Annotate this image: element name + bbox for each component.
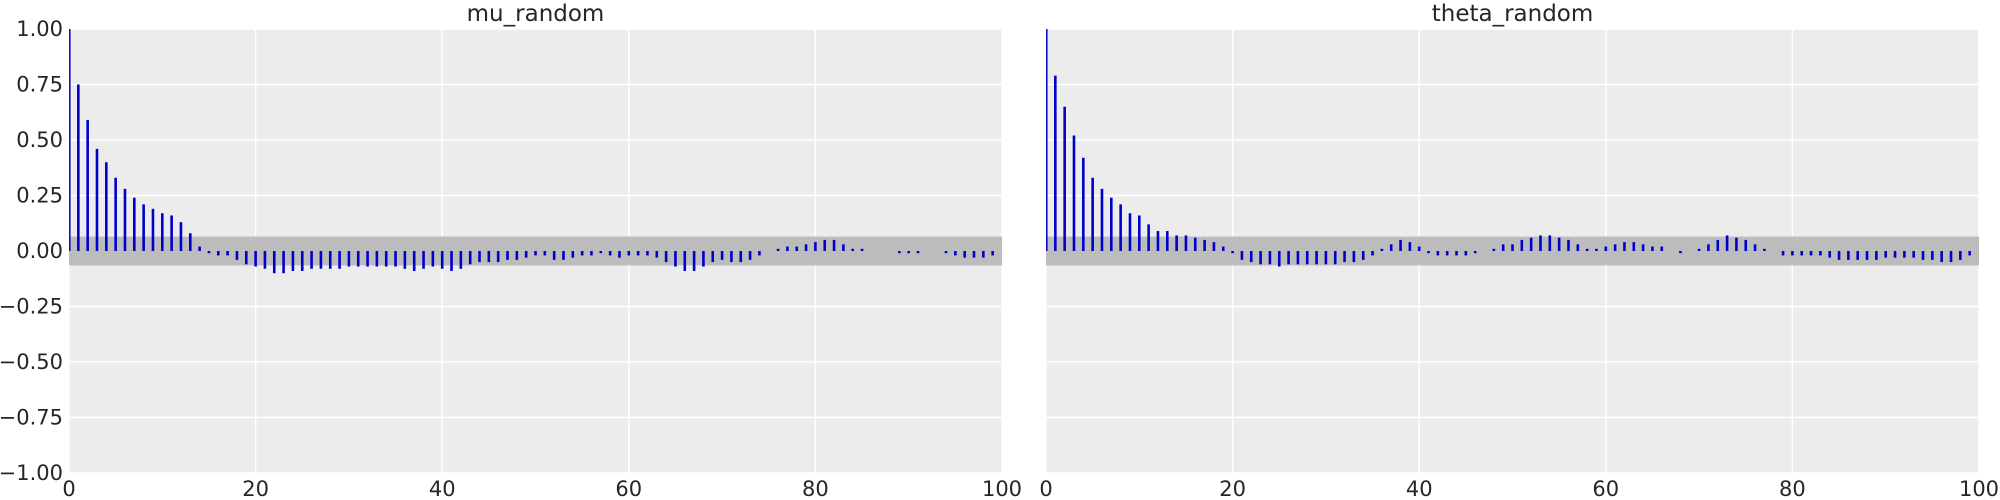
x-tick-label: 80 [1779,477,1806,500]
x-tick-label: 60 [615,477,642,500]
x-tick-label: 60 [1592,477,1619,500]
panel-mu-random: mu_random 0 20 40 60 80 100 −1.00 −0.75 −0.50 −0.2… [0,1,1022,500]
x-tick-label: 0 [62,477,75,500]
chart-title: theta_random [1432,1,1594,27]
chart-title: mu_random [467,1,605,27]
x-tick-label: 20 [242,477,269,500]
y-tick-label: 0.75 [16,73,63,97]
x-tick-label: 100 [1959,477,1999,500]
y-tick-label: 0.50 [16,128,63,152]
y-tick-label: −0.25 [0,295,63,319]
x-tick-label: 100 [982,477,1022,500]
panel-theta-random: theta_random 0 20 40 60 80 100 [1039,1,1999,500]
y-tick-label: 1.00 [16,17,63,41]
x-tick-label: 40 [1406,477,1433,500]
x-tick-label: 40 [429,477,456,500]
x-tick-label: 80 [802,477,829,500]
x-tick-label: 0 [1039,477,1052,500]
y-tick-label: 0.00 [16,239,63,263]
y-tick-label: −0.50 [0,350,63,374]
y-tick-label: 0.25 [16,184,63,208]
y-tick-label: −0.75 [0,406,63,430]
y-tick-label: −1.00 [0,461,63,485]
x-tick-label: 20 [1219,477,1246,500]
